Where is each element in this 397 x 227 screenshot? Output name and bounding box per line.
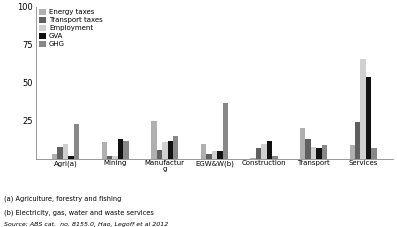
Text: (b) Electricity, gas, water and waste services: (b) Electricity, gas, water and waste se… xyxy=(4,210,154,216)
Bar xyxy=(355,122,360,159)
Bar xyxy=(102,142,107,159)
Bar xyxy=(371,148,377,159)
Bar xyxy=(58,147,63,159)
Bar xyxy=(349,145,355,159)
Bar xyxy=(272,156,278,159)
Bar xyxy=(68,156,74,159)
Bar xyxy=(360,59,366,159)
Bar xyxy=(311,147,316,159)
Bar xyxy=(316,148,322,159)
Bar xyxy=(63,144,68,159)
Bar xyxy=(74,124,79,159)
Bar xyxy=(201,144,206,159)
Text: (a) Agriculture, forestry and fishing: (a) Agriculture, forestry and fishing xyxy=(4,196,121,202)
Bar xyxy=(267,141,272,159)
Bar xyxy=(256,148,261,159)
Bar xyxy=(168,141,173,159)
Bar xyxy=(217,151,223,159)
Bar xyxy=(300,128,305,159)
Bar xyxy=(212,151,217,159)
Bar xyxy=(123,141,129,159)
Bar xyxy=(261,144,267,159)
Bar xyxy=(251,158,256,159)
Bar xyxy=(107,156,112,159)
Bar xyxy=(366,77,371,159)
Bar xyxy=(52,154,58,159)
Legend: Energy taxes, Transport taxes, Employment, GVA, GHG: Energy taxes, Transport taxes, Employmen… xyxy=(39,9,103,47)
Bar xyxy=(112,156,118,159)
Bar xyxy=(162,142,168,159)
Bar xyxy=(322,145,327,159)
Bar xyxy=(151,121,156,159)
Text: Source: ABS cat.  no. 8155.0, Hao, Legoff et al 2012: Source: ABS cat. no. 8155.0, Hao, Legoff… xyxy=(4,222,168,227)
Bar xyxy=(156,150,162,159)
Bar xyxy=(305,139,311,159)
Bar xyxy=(206,154,212,159)
Y-axis label: %: % xyxy=(12,0,20,1)
Bar xyxy=(223,103,228,159)
Bar xyxy=(173,136,178,159)
Bar xyxy=(118,139,123,159)
